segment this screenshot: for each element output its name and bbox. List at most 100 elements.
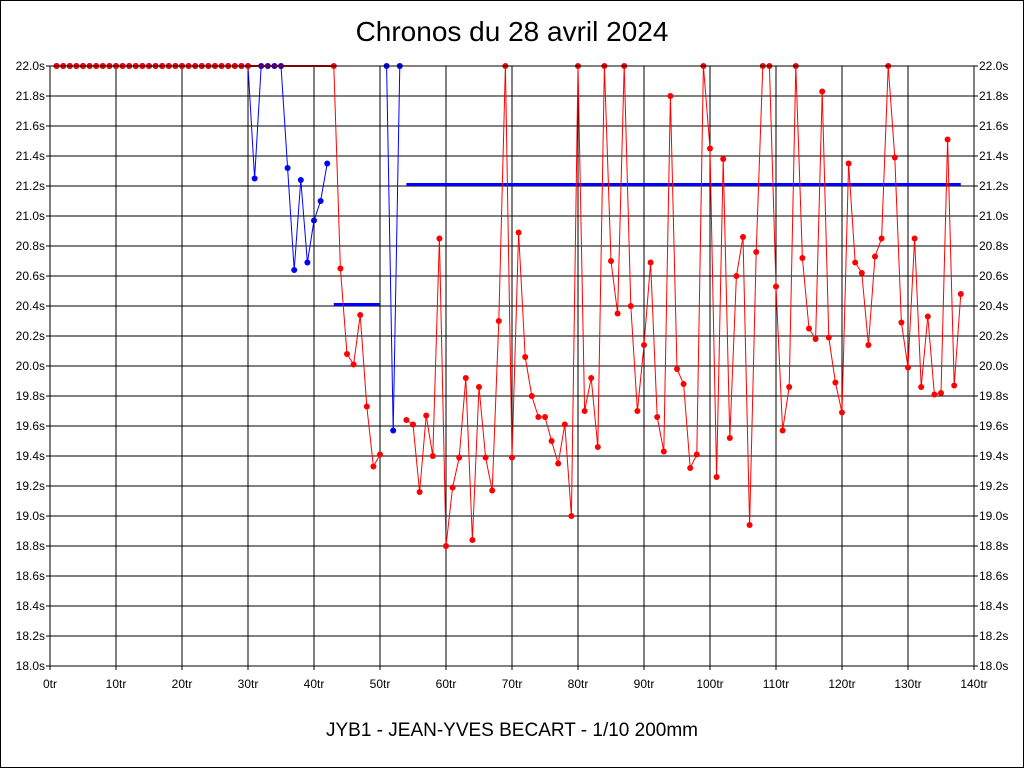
series-line-segment [861, 272, 869, 346]
series-line-segment [841, 163, 850, 413]
y-tick-label: 18.8s [979, 539, 1008, 553]
y-tick-label: 18.8s [16, 539, 45, 553]
y-tick-label: 21.6s [979, 119, 1008, 133]
y-tick-label: 19.4s [16, 449, 45, 463]
data-point [680, 381, 687, 387]
series-line-segment [709, 148, 718, 478]
data-point [726, 435, 733, 441]
y-tick-label: 21.6s [16, 119, 45, 133]
data-point [905, 364, 911, 371]
data-point [614, 310, 621, 317]
series-line-segment [867, 256, 876, 346]
series-line-segment [570, 65, 579, 517]
data-point [462, 375, 469, 381]
series-line-segment [452, 457, 460, 488]
series-line-segment [801, 257, 810, 329]
y-tick-label: 21.0s [979, 209, 1008, 223]
series-line-segment [366, 406, 374, 467]
data-point [489, 487, 496, 494]
x-tick-label: 50tr [370, 677, 391, 691]
data-point [654, 414, 661, 420]
series-line-segment [577, 65, 586, 412]
data-point [482, 454, 489, 461]
data-point [594, 444, 601, 450]
series-line-segment [425, 415, 434, 457]
data-point [733, 273, 740, 279]
series-line-segment [280, 65, 289, 169]
y-tick-label: 20.8s [16, 239, 45, 253]
series-line-segment [722, 158, 731, 439]
series-line-segment [702, 65, 711, 149]
series-line-segment [320, 163, 328, 202]
series-line-segment [584, 377, 592, 412]
series-line-segment [564, 424, 572, 517]
data-point [449, 484, 456, 491]
x-tick-label: 70tr [502, 677, 523, 691]
data-point [469, 537, 476, 543]
data-point [443, 543, 449, 549]
series-line-segment [333, 65, 341, 269]
y-tick-label: 21.0s [16, 209, 45, 223]
series-line-segment [531, 395, 539, 418]
series-line-segment [940, 139, 949, 394]
series-line-segment [947, 139, 955, 386]
data-point [456, 454, 463, 461]
series-group [53, 63, 964, 549]
x-tick-label: 30tr [238, 677, 259, 691]
series-line-segment [419, 415, 427, 493]
series-line-segment [782, 386, 790, 431]
series-line-segment [610, 260, 619, 314]
data-point [779, 427, 786, 434]
data-point [918, 384, 925, 390]
series-line-segment [729, 275, 737, 439]
series-line-segment [643, 262, 652, 346]
data-point [377, 451, 383, 458]
y-tick-label: 18.6s [16, 569, 45, 583]
y-tick-label: 19.2s [979, 479, 1008, 493]
y-tick-label: 20.2s [16, 329, 45, 343]
series-line-segment [716, 158, 724, 478]
series-line-segment [881, 65, 889, 239]
series-line-segment [768, 65, 777, 287]
y-tick-label: 19.0s [16, 509, 45, 523]
series-line-segment [663, 95, 671, 452]
x-tick-label: 10tr [106, 677, 127, 691]
x-tick-label: 130tr [894, 677, 921, 691]
data-point [357, 312, 364, 318]
data-point [251, 175, 258, 182]
data-point [509, 454, 515, 461]
series-line-segment [742, 236, 751, 526]
data-point [858, 270, 865, 276]
data-point [568, 513, 575, 519]
x-tick-label: 0tr [43, 677, 57, 691]
y-tick-label: 19.6s [16, 419, 45, 433]
x-tick-label: 40tr [304, 677, 325, 691]
data-point [297, 177, 304, 183]
series-line-segment [518, 232, 526, 358]
series-line-segment [821, 91, 830, 338]
series-line-segment [386, 65, 394, 431]
data-point [403, 417, 410, 423]
data-point [938, 390, 944, 396]
data-point [740, 234, 746, 240]
data-point [660, 448, 667, 455]
y-tick-label: 20.4s [979, 299, 1008, 313]
data-point [410, 421, 416, 428]
series-line-segment [254, 65, 262, 179]
data-point [852, 259, 859, 266]
series-line-segment [491, 320, 500, 491]
x-tick-label: 120tr [828, 677, 855, 691]
y-tick-label: 20.0s [979, 359, 1008, 373]
series-line-segment [636, 344, 645, 412]
data-point [344, 351, 350, 357]
series-line-segment [696, 65, 704, 455]
series-line-segment [669, 95, 678, 370]
series-line-segment [617, 65, 625, 314]
data-point [865, 342, 872, 348]
data-point [924, 313, 931, 320]
series-line-segment [293, 179, 302, 271]
y-axis-left: 18.0s 18.2s 18.4s 18.6s 18.8s 19.0s 19.2s 19.4s… [16, 59, 50, 673]
series-line-segment [927, 316, 935, 395]
data-point [423, 412, 430, 419]
data-point [528, 393, 535, 399]
